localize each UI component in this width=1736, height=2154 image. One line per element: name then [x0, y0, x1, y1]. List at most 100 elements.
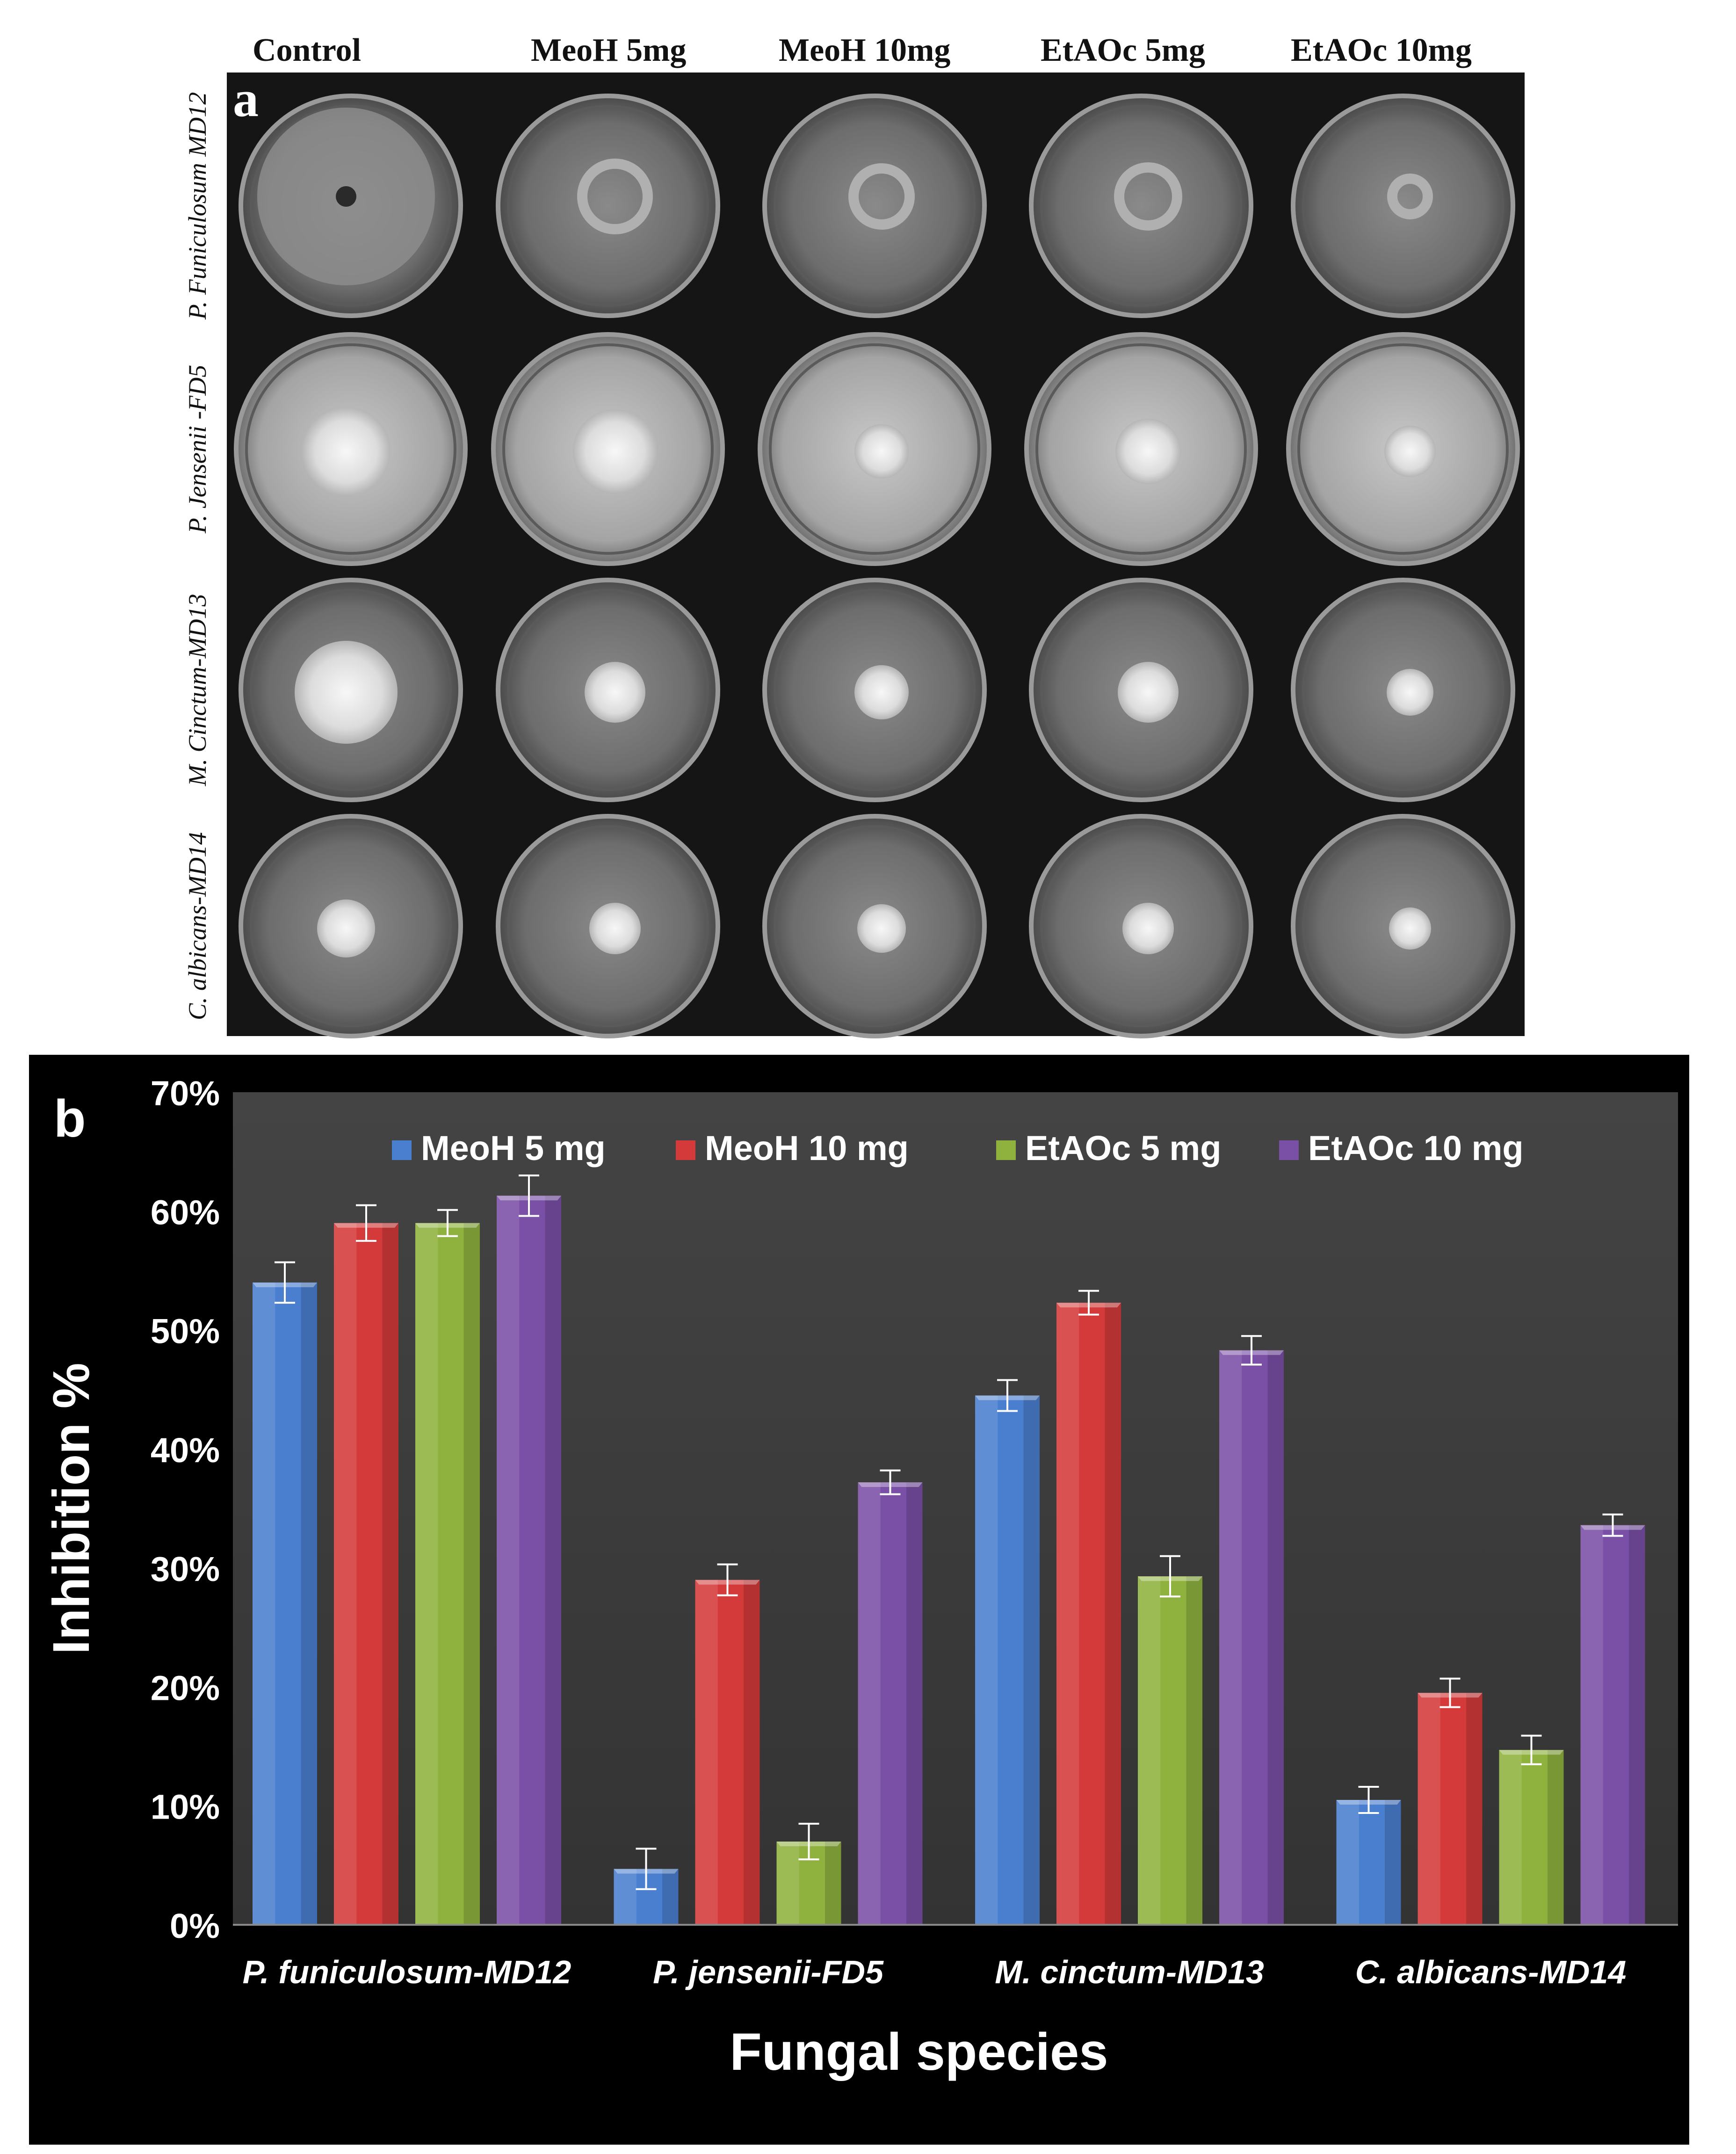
bar-chart: 0% 10% 20% 30% 40% 50% 60% 70% P. funiculosum-M… [29, 1055, 1689, 2145]
bar-body [334, 1223, 398, 1925]
x-tick-label: M. cinctum-MD13 [995, 1954, 1264, 1990]
petri-plate [496, 814, 720, 1038]
petri-plate [1291, 94, 1515, 318]
error-bar [1160, 1555, 1180, 1598]
legend-swatch [1279, 1140, 1299, 1160]
column-header: EtAOc 5mg [1041, 32, 1205, 68]
legend-item: EtAOc 5 mg [996, 1129, 1221, 1168]
bar [253, 1261, 317, 1925]
error-bar [997, 1379, 1018, 1412]
petri-plate [1029, 814, 1253, 1038]
bar [1580, 1513, 1645, 1925]
y-tick-label: 50% [151, 1312, 220, 1351]
bar-body [1418, 1693, 1483, 1925]
panel-b-label: b [54, 1089, 86, 1148]
petri-plate [762, 94, 987, 318]
bar-body [1056, 1303, 1121, 1925]
bar [1499, 1734, 1564, 1925]
bar [776, 1822, 841, 1925]
bar [334, 1204, 398, 1925]
petri-plate [496, 94, 720, 318]
bar [975, 1379, 1040, 1925]
petri-plate [496, 578, 720, 802]
error-bar [1358, 1786, 1379, 1814]
error-bar [798, 1822, 819, 1861]
legend-label: MeoH 10 mg [705, 1129, 909, 1168]
row-label: M. Cinctum-MD13 [183, 594, 211, 787]
y-tick-label: 20% [151, 1668, 220, 1707]
bar [614, 1848, 679, 1925]
legend-swatch [996, 1140, 1016, 1160]
error-bar [1439, 1677, 1461, 1708]
bar [1336, 1786, 1401, 1925]
bar-body [1336, 1800, 1401, 1925]
petri-plate [1286, 332, 1520, 566]
petri-plate [1291, 814, 1515, 1038]
petri-plate [1029, 578, 1253, 802]
bar [858, 1469, 923, 1925]
petri-plate [234, 332, 468, 566]
bar-body [975, 1395, 1040, 1925]
row-label: P. Jensenii -FD5 [183, 365, 211, 534]
bar-body [253, 1282, 317, 1925]
column-header: Control [253, 32, 361, 68]
petri-plate [1029, 94, 1253, 318]
panel-b-chart: 0% 10% 20% 30% 40% 50% 60% 70% P. funiculosum-M… [0, 1048, 1736, 2152]
bar-body [1580, 1525, 1645, 1925]
bar [1418, 1677, 1483, 1925]
y-tick-label: 10% [151, 1788, 220, 1827]
panel-a-label: a [233, 70, 259, 127]
legend-item: MeoH 5 mg [392, 1129, 606, 1168]
petri-plate [762, 814, 987, 1038]
error-bar [519, 1175, 539, 1217]
petri-plate [1024, 332, 1258, 566]
error-bar [636, 1848, 657, 1890]
error-bar [717, 1563, 738, 1596]
error-bar [275, 1261, 295, 1304]
bar [497, 1175, 561, 1925]
petri-plate [239, 814, 463, 1038]
bar-body [695, 1580, 760, 1925]
y-tick-label: 0% [170, 1907, 220, 1945]
petri-plate [239, 94, 463, 318]
plate-grid: Control MeoH 5mg MeoH 10mg EtAOc 5mg EtAOc 1… [183, 32, 1525, 1038]
legend-item: MeoH 10 mg [676, 1129, 909, 1168]
legend-item: EtAOc 10 mg [1279, 1129, 1524, 1168]
bar-body [1138, 1576, 1202, 1925]
petri-plate [1291, 578, 1515, 802]
x-axis-title: Fungal species [730, 2023, 1108, 2081]
column-header: MeoH 5mg [531, 32, 686, 68]
bar [415, 1209, 480, 1925]
row-label: P. Funiculosum MD12 [183, 92, 211, 320]
error-bar [1602, 1513, 1623, 1537]
bar [1056, 1290, 1121, 1925]
bar-body [1219, 1350, 1284, 1925]
petri-plate [762, 578, 987, 802]
error-bar [356, 1204, 376, 1242]
y-axis-title: Inhibition % [43, 1363, 100, 1654]
y-tick-label: 60% [151, 1193, 220, 1232]
column-header: EtAOc 10mg [1291, 32, 1472, 68]
legend-swatch [392, 1140, 412, 1160]
panel-a-plates: Control MeoH 5mg MeoH 10mg EtAOc 5mg EtAOc 1… [0, 0, 1736, 1043]
bar [1138, 1555, 1202, 1925]
column-header: MeoH 10mg [779, 32, 950, 68]
error-bar [1078, 1290, 1099, 1316]
bar-body [497, 1196, 561, 1925]
petri-plate [491, 332, 725, 566]
bar-body [1499, 1750, 1564, 1925]
error-bar [880, 1469, 901, 1495]
error-bar [437, 1209, 458, 1237]
row-label: C. albicans-MD14 [183, 832, 211, 1020]
bar [1219, 1335, 1284, 1925]
petri-plate [239, 578, 463, 802]
y-tick-label: 30% [151, 1550, 220, 1588]
error-bar [1241, 1335, 1262, 1366]
legend-swatch [676, 1140, 695, 1160]
legend-label: EtAOc 5 mg [1025, 1129, 1221, 1168]
x-tick-label: P. funiculosum-MD12 [243, 1954, 571, 1990]
y-tick-label: 70% [151, 1074, 220, 1113]
petri-plate [758, 332, 991, 566]
y-tick-label: 40% [151, 1431, 220, 1470]
error-bar [1521, 1734, 1542, 1765]
